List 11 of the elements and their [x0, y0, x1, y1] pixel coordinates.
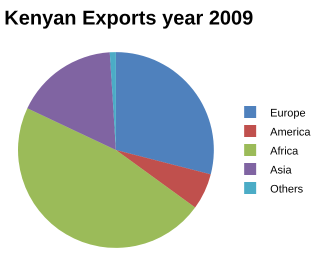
legend-label: America [270, 126, 312, 138]
pie-slice [116, 52, 214, 174]
pie-slice [27, 52, 116, 150]
legend-label: Africa [270, 145, 300, 158]
chart-title: Kenyan Exports year 2009 [4, 8, 254, 30]
pie-slice [116, 150, 211, 208]
pie-slice [110, 52, 116, 150]
pie-slice [18, 108, 196, 248]
legend-label: Europe [270, 107, 306, 120]
legend-label: Asia [270, 164, 292, 176]
legend-label: Others [270, 183, 304, 196]
